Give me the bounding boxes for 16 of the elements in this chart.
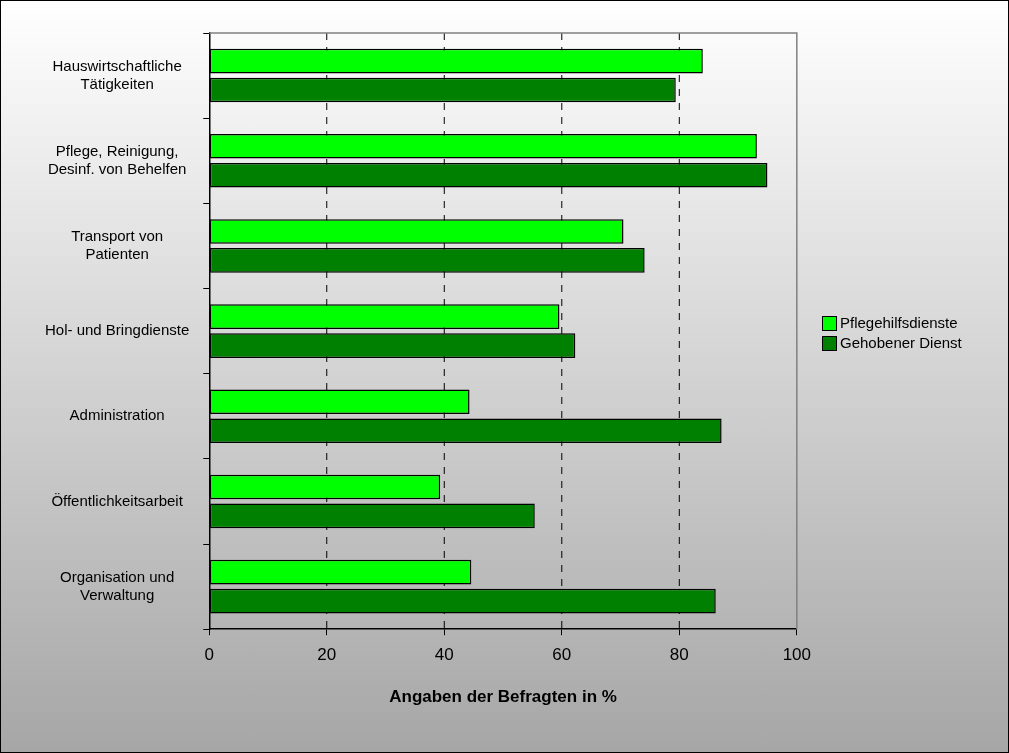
y-tick-label: Pflege, Reinigung, Desinf. von Behelfen [47, 141, 187, 177]
x-tick-label: 100 [782, 645, 812, 665]
x-tick-label: 60 [552, 645, 572, 665]
y-tick-label: Organisation und Verwaltung [60, 567, 175, 603]
x-axis-title: Angaben der Befragten in % [389, 687, 617, 707]
x-tick-label: 40 [434, 645, 454, 665]
y-tick-label: Hauswirtschaftliche Tätigkeiten [52, 56, 182, 92]
x-tick-label: 0 [204, 645, 214, 665]
x-tick-label: 20 [317, 645, 337, 665]
y-tick-label: Transport von Patienten [71, 227, 164, 263]
legend-label: Gehobener Dienst [840, 333, 962, 353]
y-tick-label: Öffentlichkeitsarbeit [51, 491, 184, 509]
y-tick-label: Administration [69, 406, 165, 424]
y-tick-label: Hol- und Bringdienste [44, 321, 190, 339]
x-tick-label: 80 [669, 645, 689, 665]
legend-label: Pflegehilfsdienste [840, 313, 958, 333]
